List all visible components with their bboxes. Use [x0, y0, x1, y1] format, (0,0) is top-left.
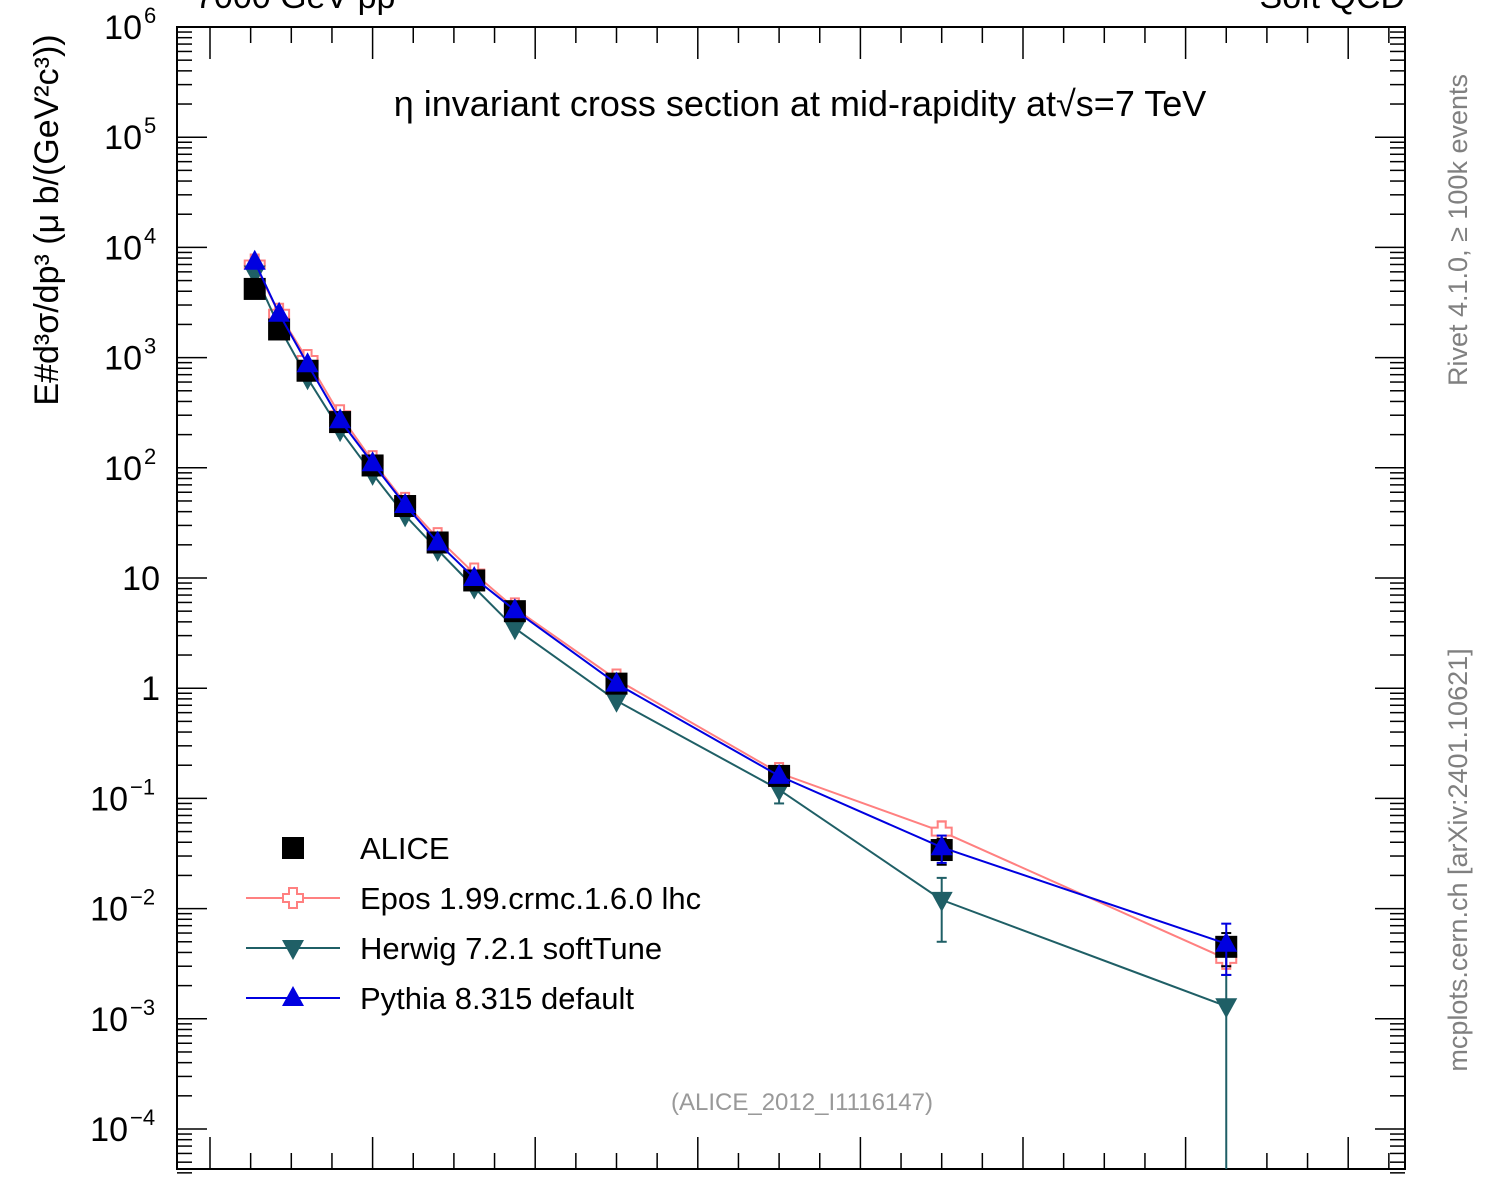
legend-item: ALICE: [282, 831, 450, 866]
legend-label: Pythia 8.315 default: [360, 981, 634, 1016]
y-tick-exponent: −4: [130, 1105, 155, 1130]
y-tick-label: 10: [90, 780, 128, 818]
data-point: [329, 408, 352, 429]
series-pythia-8-315-default: [243, 249, 1238, 976]
data-point: [503, 598, 526, 619]
data-point: [768, 763, 791, 784]
mcplots-label: mcplots.cern.ch [arXiv:2401.10621]: [1443, 648, 1473, 1071]
y-tick-label: 10: [90, 1001, 128, 1039]
y-tick-label: 10: [104, 229, 142, 267]
plot-frame: [176, 26, 1406, 1170]
legend-item: Pythia 8.315 default: [246, 981, 634, 1016]
data-point: [426, 530, 449, 551]
data-point: [361, 451, 384, 472]
legend-marker: [282, 940, 304, 960]
legend-marker: [282, 887, 304, 909]
y-tick-label: 10: [104, 340, 142, 378]
legend-label: Epos 1.99.crmc.1.6.0 lhc: [360, 881, 701, 916]
y-tick-exponent: 4: [144, 223, 156, 248]
data-point: [605, 671, 628, 692]
y-tick-exponent: 3: [144, 334, 156, 359]
data-point: [503, 620, 526, 641]
y-tick-exponent: −3: [130, 995, 155, 1020]
data-series: [243, 249, 1238, 1169]
legend-label: Herwig 7.2.1 softTune: [360, 931, 662, 966]
data-point: [243, 265, 266, 286]
data-point: [1215, 931, 1238, 952]
legend: ALICE Epos 1.99.crmc.1.6.0 lhc Herwig 7.2.…: [246, 831, 701, 1016]
data-point: [394, 492, 417, 513]
y-tick-label: 10: [104, 450, 142, 488]
data-point: [243, 249, 266, 270]
legend-item: Epos 1.99.crmc.1.6.0 lhc: [246, 881, 701, 916]
data-point: [930, 835, 953, 856]
chart-title: η invariant cross section at mid-rapidit…: [394, 83, 1206, 124]
legend-marker: [282, 986, 304, 1006]
y-tick-exponent: 2: [144, 444, 156, 469]
y-tick-exponent: 5: [144, 113, 156, 138]
rivet-version-label: Rivet 4.1.0, ≥ 100k events: [1443, 74, 1473, 386]
y-tick-label: 10: [122, 560, 160, 598]
y-tick-exponent: −2: [130, 885, 155, 910]
data-point: [463, 566, 486, 586]
y-tick-label: 10: [90, 891, 128, 929]
header-left: 7000 GeV pp: [195, 0, 395, 16]
data-point: [243, 277, 266, 300]
legend-label: ALICE: [360, 831, 450, 866]
y-tick-exponent: −1: [130, 774, 155, 799]
y-axis-label: E#d³σ/dp³ (μ b/(GeV²c³)): [28, 34, 66, 405]
series-epos-1-99-crmc-1-6-0-lhc: [243, 253, 1238, 976]
data-point: [605, 692, 628, 713]
legend-item: Herwig 7.2.1 softTune: [246, 931, 662, 966]
y-tick-label: 10: [104, 119, 142, 157]
y-tick-exponent: 6: [144, 3, 156, 28]
legend-marker: [282, 837, 304, 859]
header-right: Soft QCD: [1260, 0, 1405, 16]
y-tick-label: 10: [90, 1111, 128, 1149]
data-point: [1215, 998, 1238, 1019]
y-tick-label: 10: [104, 9, 142, 47]
analysis-id: (ALICE_2012_I1116147): [671, 1089, 933, 1116]
data-point: [930, 891, 953, 912]
data-point: [268, 318, 291, 341]
y-tick-label: 1: [141, 670, 160, 708]
data-point: [296, 352, 319, 373]
data-point: [268, 301, 291, 322]
series-herwig-7-2-1-softtune: [243, 265, 1238, 1169]
x-axis: [209, 27, 1390, 1169]
